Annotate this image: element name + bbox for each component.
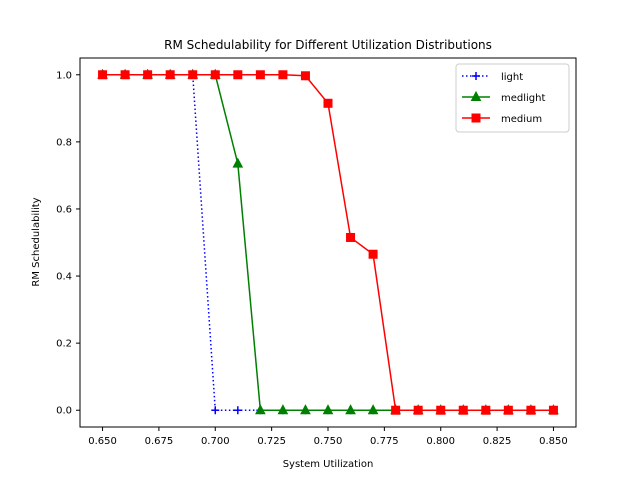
y-tick-label: 0.0 bbox=[56, 406, 72, 417]
data-point-square bbox=[210, 70, 220, 80]
data-point-plus bbox=[233, 406, 242, 415]
y-tick-label: 1.0 bbox=[56, 70, 72, 81]
y-tick-label: 0.8 bbox=[56, 137, 72, 148]
data-point-square bbox=[526, 405, 536, 415]
data-point-triangle bbox=[367, 404, 379, 415]
x-axis-label: System Utilization bbox=[283, 459, 374, 470]
legend-item-medlight: medlight bbox=[462, 90, 545, 104]
data-point-square bbox=[503, 405, 513, 415]
x-tick-label: 0.750 bbox=[314, 436, 343, 447]
data-point-square bbox=[98, 70, 108, 80]
legend-label: medlight bbox=[501, 93, 545, 104]
x-axis: 0.650 0.675 0.700 0.725 0.750 0.775 0.800 0.825… bbox=[88, 427, 568, 447]
legend-label: medium bbox=[501, 114, 542, 125]
data-point-square bbox=[188, 70, 198, 80]
x-tick-label: 0.850 bbox=[539, 436, 568, 447]
series-medium bbox=[98, 70, 558, 415]
data-point-square bbox=[413, 405, 423, 415]
data-point-plus bbox=[211, 406, 220, 415]
y-axis-label: RM Schedulability bbox=[31, 197, 42, 286]
data-point-triangle bbox=[255, 404, 266, 415]
data-point-square bbox=[481, 405, 491, 415]
data-point-triangle bbox=[232, 157, 244, 168]
data-point-square bbox=[391, 405, 401, 415]
legend-box bbox=[455, 63, 570, 133]
data-point-triangle bbox=[345, 404, 356, 415]
y-tick-label: 0.2 bbox=[56, 339, 72, 350]
chart-title: RM Schedulability for Different Utilizat… bbox=[164, 38, 492, 52]
x-tick-label: 0.800 bbox=[426, 436, 455, 447]
data-point-square bbox=[346, 232, 356, 242]
data-point-triangle bbox=[470, 90, 482, 101]
x-tick-label: 0.650 bbox=[88, 436, 117, 447]
data-point-square bbox=[471, 113, 481, 123]
legend-item-light: light bbox=[462, 72, 523, 83]
data-point-square bbox=[300, 71, 310, 81]
y-tick-label: 0.6 bbox=[56, 204, 72, 215]
legend-label: light bbox=[501, 72, 523, 83]
data-point-square bbox=[233, 70, 243, 80]
data-point-square bbox=[278, 70, 288, 80]
data-point-square bbox=[458, 405, 468, 415]
legend-item-medium: medium bbox=[462, 113, 542, 125]
data-point-triangle bbox=[322, 404, 334, 415]
data-point-square bbox=[143, 70, 153, 80]
data-point-square bbox=[165, 70, 175, 80]
data-point-square bbox=[548, 405, 558, 415]
y-axis: 0.0 0.2 0.4 0.6 0.8 1.0 bbox=[56, 70, 80, 417]
data-point-square bbox=[323, 98, 333, 108]
x-tick-label: 0.700 bbox=[201, 436, 230, 447]
data-point-plus bbox=[472, 72, 480, 80]
y-tick-label: 0.4 bbox=[56, 272, 72, 283]
x-tick-label: 0.775 bbox=[370, 436, 399, 447]
data-point-square bbox=[255, 70, 265, 80]
x-tick-label: 0.675 bbox=[145, 436, 174, 447]
legend: light medlight medium bbox=[455, 63, 570, 133]
series-layer bbox=[97, 68, 559, 415]
data-point-square bbox=[436, 405, 446, 415]
data-point-triangle bbox=[277, 404, 289, 415]
data-point-square bbox=[120, 70, 130, 80]
x-tick-label: 0.725 bbox=[257, 436, 286, 447]
x-tick-label: 0.825 bbox=[483, 436, 512, 447]
data-point-triangle bbox=[300, 404, 311, 415]
data-point-square bbox=[368, 249, 378, 259]
